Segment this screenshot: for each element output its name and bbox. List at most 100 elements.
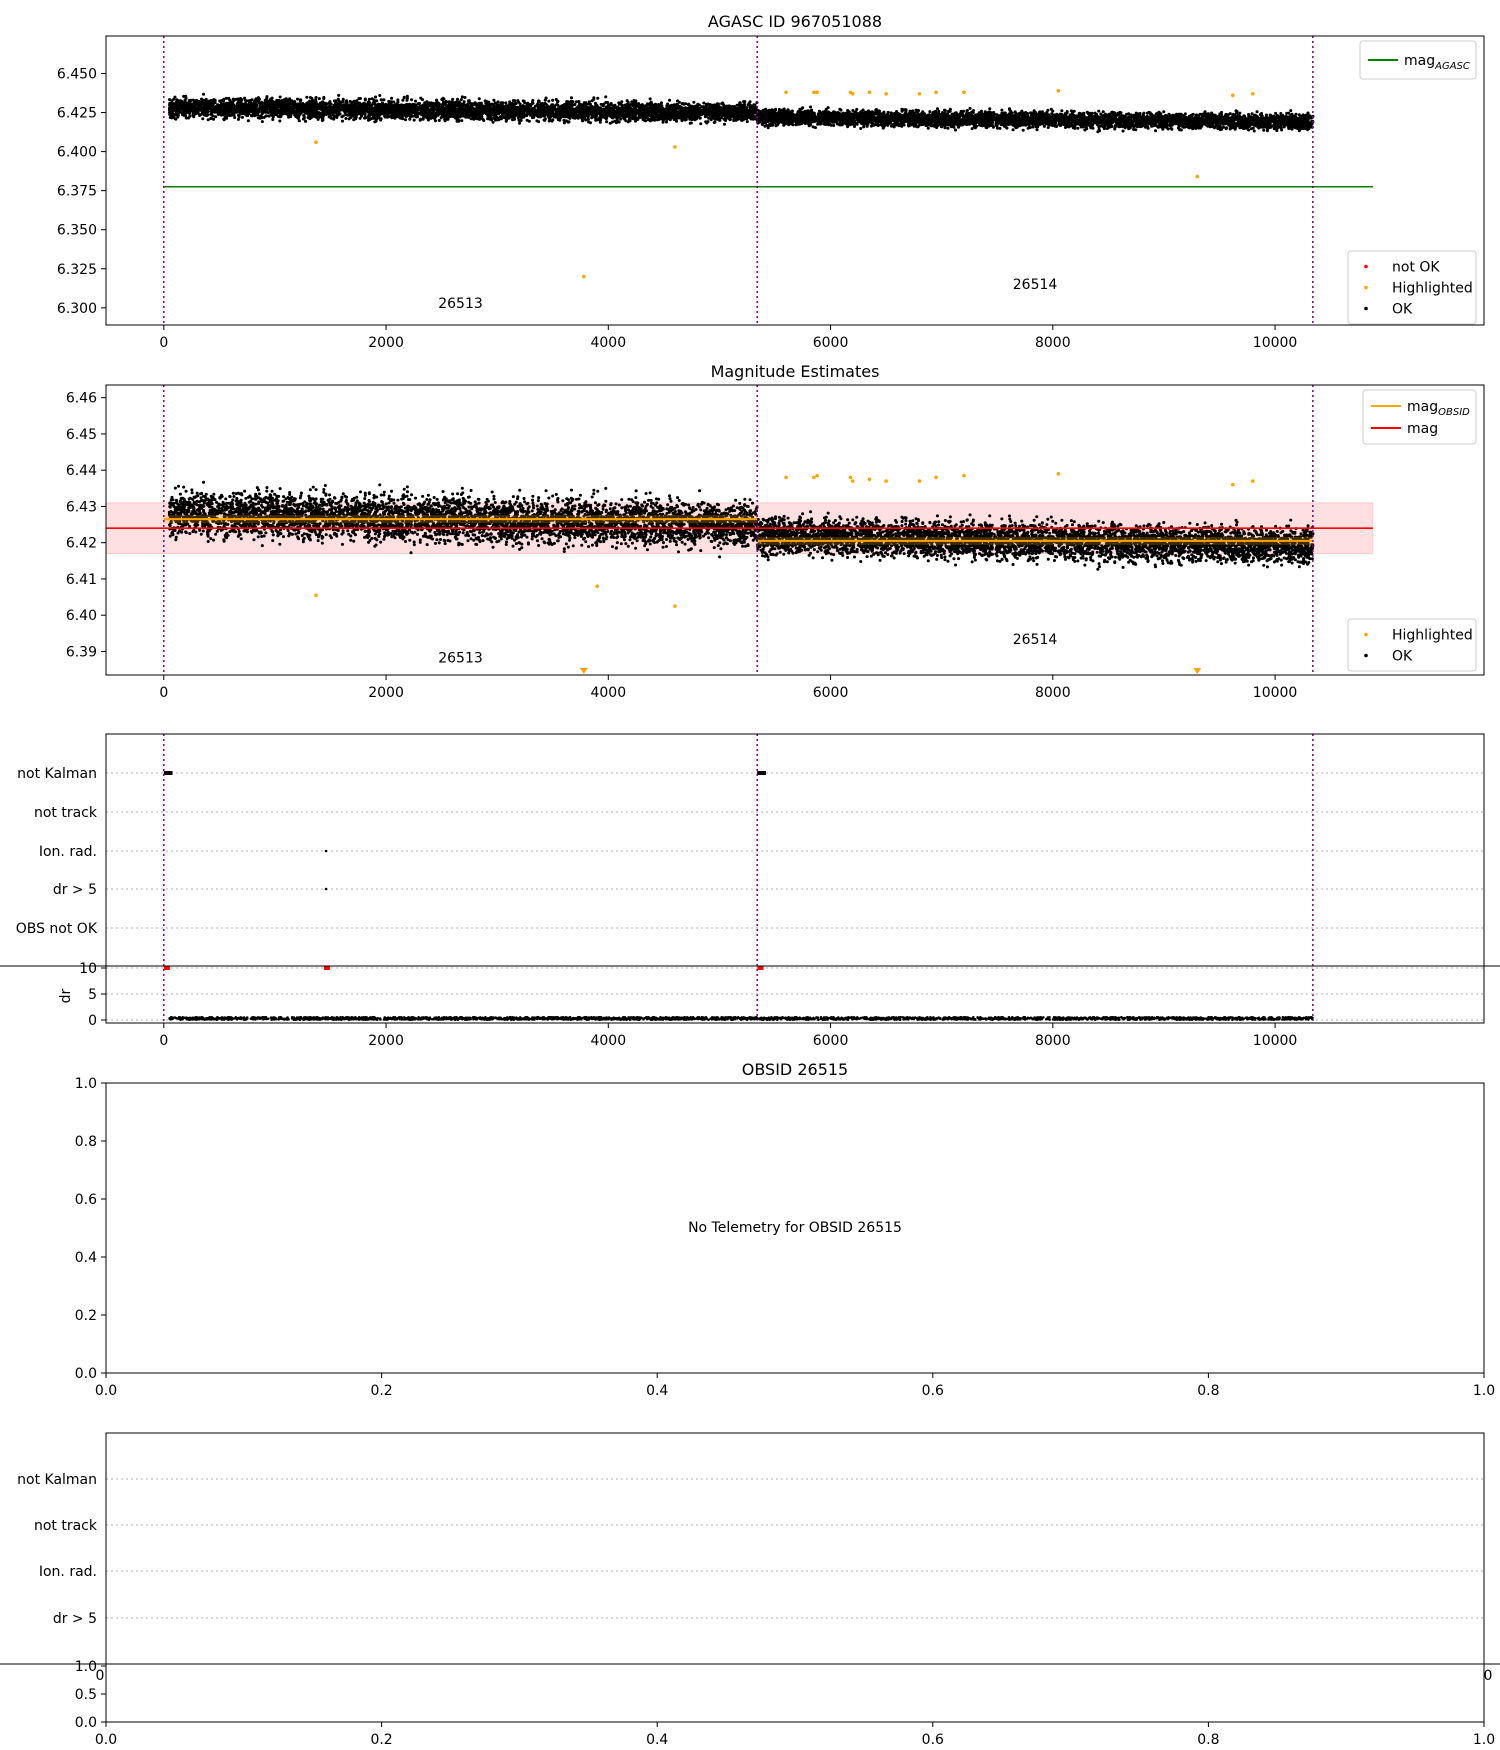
x-tick-label: 0.6: [922, 1732, 944, 1748]
highlighted-point: [1195, 174, 1200, 179]
y-tick-label: 0.8: [75, 1134, 97, 1150]
y-tick-label: 0.5: [75, 1687, 97, 1703]
chart-title: AGASC ID 967051088: [708, 12, 882, 31]
magnitude-estimates-panel: Magnitude Estimates 26513 26514 0 2000 4000 60…: [66, 362, 1485, 701]
highlighted-point: [1251, 479, 1255, 483]
y-tick-label: 1.0: [75, 1076, 97, 1092]
y-tick-label: 0: [88, 1013, 97, 1029]
y-tick-label: 0.6: [75, 1192, 97, 1208]
flag-label: Ion. rad.: [39, 1564, 97, 1580]
highlighted-point: [784, 475, 788, 480]
y-tick-label: 6.39: [66, 644, 97, 660]
clipped-marker: [579, 668, 588, 674]
flag-label: OBS not OK: [16, 921, 98, 937]
x-tick-label: 4000: [590, 335, 626, 351]
highlighted-point: [595, 584, 599, 588]
x-tick-label: 6000: [813, 1033, 849, 1049]
agasc-magnitude-panel: AGASC ID 967051088 26513 26514 0 2000 4000 600…: [57, 12, 1485, 351]
x-tick-label: 0.2: [370, 1732, 392, 1748]
highlighted-point: [867, 477, 872, 482]
obsid-26515-panel: OBSID 26515 No Telemetry for OBSID 26515 0…: [75, 1060, 1495, 1399]
highlighted-point: [850, 479, 855, 483]
highlighted-point: [1056, 88, 1061, 93]
legend-label: Highlighted: [1392, 281, 1473, 297]
y-tick-label: 6.40: [66, 608, 97, 624]
y-tick-label: 1.0: [75, 1659, 97, 1675]
legend-label-main: mag: [1404, 53, 1435, 69]
legend-dot-swatch: [1364, 653, 1368, 658]
dr-clipped-marker: [324, 966, 331, 970]
highlighted-point: [812, 90, 816, 95]
y-tick-label: 6.350: [57, 223, 97, 239]
highlighted-point: [815, 90, 820, 95]
highlighted-point: [1251, 92, 1255, 96]
x-tick-label: 1.0: [1473, 1732, 1495, 1748]
highlighted-point: [1056, 472, 1061, 476]
x-tick-label: 0.0: [95, 1383, 117, 1399]
flags-axes-frame: [105, 733, 1485, 967]
highlighted-point: [850, 92, 855, 96]
highlighted-point: [1231, 93, 1235, 98]
ok-point-cloud: [755, 105, 1315, 134]
flag-marker: [324, 887, 328, 891]
y-tick-label: 6.300: [57, 301, 97, 317]
dr-clipped-marker: [164, 966, 171, 970]
highlighted-point: [962, 473, 966, 478]
flag-label: not track: [34, 805, 98, 821]
dr-clipped-marker: [757, 966, 764, 970]
highlighted-point: [582, 274, 586, 279]
highlighted-point: [884, 92, 888, 96]
highlighted-point: [884, 479, 888, 483]
y-tick-label: 6.450: [57, 66, 97, 82]
flag-label: not Kalman: [17, 766, 97, 782]
flag-label: not Kalman: [17, 1472, 97, 1488]
highlighted-point: [934, 475, 938, 480]
x-tick-label: 8000: [1035, 685, 1071, 701]
x-tick-label: 0.4: [646, 1732, 668, 1748]
legend-label: OK: [1392, 649, 1413, 665]
highlighted-point: [673, 604, 677, 608]
x-tick-label: 0.4: [646, 1383, 668, 1399]
y-tick-label: 5: [88, 987, 97, 1003]
obsid-label: 26514: [1013, 277, 1058, 293]
y-tick-label: 6.44: [66, 463, 97, 479]
legend-label-main: not OK: [1392, 260, 1440, 276]
flag-label: not track: [34, 1518, 98, 1534]
flag-label: dr > 5: [53, 882, 97, 898]
highlighted-point: [784, 90, 788, 95]
x-tick-label-overlap: 0: [96, 1668, 105, 1684]
legend-dot-swatch: [1364, 285, 1368, 290]
no-telemetry-message: No Telemetry for OBSID 26515: [688, 1220, 902, 1236]
y-tick-label: 6.41: [66, 572, 97, 588]
y-tick-label: 6.43: [66, 499, 97, 515]
legend-label: OK: [1392, 302, 1413, 318]
y-tick-label: 10: [79, 961, 97, 977]
obsid-label: 26513: [438, 650, 483, 666]
legend-label: magOBSID: [1407, 399, 1470, 418]
legend-dot-swatch: [1364, 264, 1368, 269]
highlighted-point: [815, 473, 820, 478]
legend-label-subscript: AGASC: [1434, 61, 1470, 72]
x-tick-label: 8000: [1035, 1033, 1071, 1049]
legend-label: Highlighted: [1392, 628, 1473, 644]
legend-label: magAGASC: [1404, 53, 1470, 72]
legend-label: not OK: [1392, 260, 1440, 276]
ok-point-cloud: [167, 92, 759, 126]
highlighted-point: [848, 475, 853, 480]
obsid-label: 26513: [438, 296, 483, 312]
flag-marker: [757, 771, 766, 775]
flags-panel: not Kalman not track Ion. rad. dr > 5 OBS no…: [0, 733, 1500, 1049]
dr-axis-label: dr: [58, 988, 74, 1003]
y-tick-label: 6.46: [66, 391, 97, 407]
y-tick-label: 0.2: [75, 1308, 97, 1324]
axes-frame: [105, 35, 1485, 326]
x-tick-label: 2000: [368, 335, 404, 351]
x-tick-label: 6000: [813, 685, 849, 701]
y-tick-label: 0.4: [75, 1250, 97, 1266]
clipped-marker: [1193, 668, 1202, 674]
y-tick-label: 0.0: [75, 1366, 97, 1382]
x-tick-label: 8000: [1035, 335, 1071, 351]
legend-label-main: OK: [1392, 649, 1413, 665]
